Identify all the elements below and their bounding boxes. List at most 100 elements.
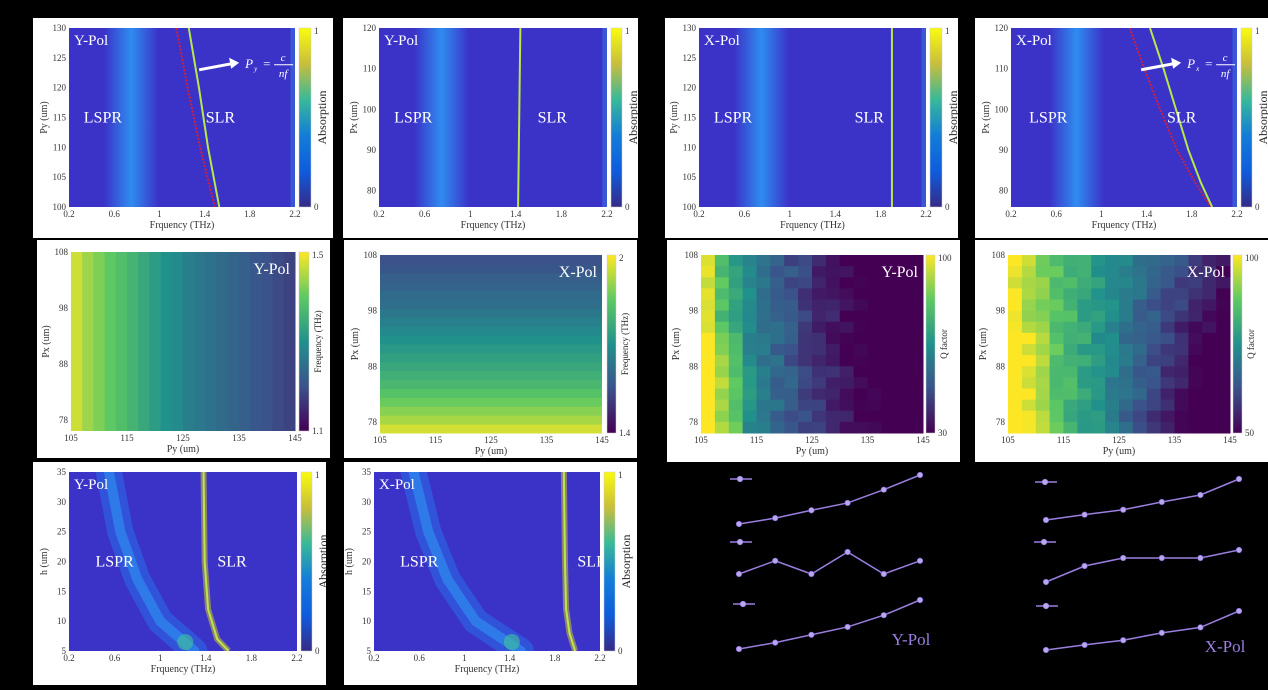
heatmap-cell — [1146, 421, 1162, 434]
heatmap-cell — [728, 366, 744, 378]
colorbar — [929, 27, 943, 208]
legend-marker — [736, 475, 744, 483]
heatmap-cell — [1021, 255, 1037, 267]
heatmap-cell — [867, 277, 882, 289]
heatmap-cell — [881, 310, 896, 323]
heatmap-cell — [909, 277, 924, 289]
heatmap-cell — [839, 344, 855, 356]
y-tick-label: 108 — [364, 250, 378, 260]
heatmap-cell — [839, 255, 855, 267]
heatmap-cell — [867, 355, 882, 367]
series-line — [1045, 478, 1240, 521]
heatmap-cell — [812, 344, 827, 356]
heatmap-cell — [115, 252, 128, 431]
data-point — [916, 557, 924, 564]
heatmap-cell — [701, 332, 716, 345]
heatmap-cell — [825, 355, 841, 367]
edge-glow — [290, 28, 295, 207]
x-tick-label: 0.6 — [109, 209, 121, 219]
heatmap-cell — [867, 299, 882, 312]
heatmap-cell — [1063, 366, 1078, 378]
data-point — [1235, 546, 1243, 554]
heatmap-cell — [701, 377, 716, 389]
heatmap-cell — [1119, 332, 1134, 345]
data-point — [772, 515, 779, 522]
heatmap-cell — [1160, 399, 1175, 412]
heatmap-cell — [825, 266, 841, 278]
heatmap-cell — [728, 421, 744, 434]
heatmap-cell — [825, 332, 841, 345]
heatmap-cell — [756, 310, 771, 323]
y-tick-label: 30 — [57, 497, 67, 507]
heatmap-cell — [1132, 388, 1148, 401]
heatmap-cell — [825, 288, 841, 300]
heatmap-cell — [881, 266, 896, 278]
colorbar-max-label: 2 — [619, 253, 624, 263]
series-line — [1045, 610, 1240, 651]
line-series-bottom — [1036, 602, 1243, 654]
heatmap-cell — [853, 388, 868, 401]
heatmap-cell — [784, 321, 799, 334]
heatmap-cell — [1119, 377, 1134, 389]
heatmap-cell — [1091, 377, 1106, 389]
formula-subscript: y — [253, 65, 258, 73]
heatmap-cell — [1077, 366, 1092, 378]
heatmap-cell — [1174, 399, 1189, 412]
heatmap-cell — [1146, 266, 1162, 278]
heatmap-cell — [149, 252, 162, 431]
heatmap-cell — [701, 388, 716, 401]
heatmap-cell — [895, 255, 910, 267]
heatmap-cell — [1105, 266, 1120, 278]
polarization-label: X-Pol — [1016, 33, 1052, 49]
heatmap-cell — [728, 355, 744, 367]
x-tick-label: 135 — [861, 435, 875, 445]
heatmap-cell — [1146, 321, 1162, 334]
heatmap-cell — [1091, 277, 1106, 289]
heatmap-cell — [1008, 255, 1023, 267]
heatmap-cell — [1160, 366, 1175, 378]
heatmap-cell — [825, 421, 841, 434]
heatmap-cell — [1063, 399, 1078, 412]
heatmap-cell — [1105, 410, 1120, 423]
heatmap-cell — [1132, 344, 1148, 356]
panel-I: Y-Pol LSPR SLR 0.2 0.6 1 1.4 1.8 2.2 5 10 15 20 25 30 3… — [33, 462, 326, 685]
arrow-head — [1171, 57, 1182, 69]
heatmap-cell — [1008, 332, 1023, 345]
heatmap-cell — [1119, 344, 1134, 356]
heatmap-cell — [1049, 399, 1064, 412]
heatmap-cell — [261, 252, 274, 431]
heatmap-cell — [853, 344, 868, 356]
heatmap-cell — [1077, 299, 1092, 312]
x-tick-label: 1.4 — [504, 653, 516, 663]
heatmap-cell — [742, 266, 757, 278]
slr-label: SLR — [206, 110, 236, 127]
heatmap-cell — [1091, 288, 1106, 300]
heatmap-cell — [1008, 399, 1023, 412]
heatmap-cell — [1202, 266, 1217, 278]
data-point — [844, 499, 851, 507]
heatmap-cell — [138, 252, 150, 431]
heatmap-cell — [1105, 388, 1120, 401]
heatmap-cell — [1021, 399, 1037, 412]
data-point — [880, 612, 887, 619]
heatmap-cell — [1146, 288, 1162, 300]
heatmap-cell — [1021, 366, 1037, 378]
colorbar-max-label: 1 — [1255, 26, 1260, 36]
heatmap-cell — [770, 255, 785, 267]
x-axis-label: Py (um) — [167, 444, 200, 455]
heatmap-cell — [1105, 321, 1120, 334]
heatmap-cell — [798, 332, 813, 345]
x-tick-label: 0.2 — [1005, 209, 1016, 219]
heatmap-cell — [1049, 344, 1064, 356]
heatmap-cell — [839, 421, 855, 434]
colorbar-label: Absorption — [315, 91, 329, 145]
y-tick-label: 98 — [996, 306, 1006, 316]
heatmap-cell — [1035, 421, 1051, 434]
heatmap-cell — [798, 277, 813, 289]
plot-area — [414, 28, 607, 207]
heatmap-cell — [1021, 332, 1037, 345]
formula-numerator: c — [1223, 52, 1228, 64]
heatmap-cell — [867, 366, 882, 378]
heatmap-cell — [812, 255, 827, 267]
colorbar-label: Absorption — [946, 91, 958, 145]
